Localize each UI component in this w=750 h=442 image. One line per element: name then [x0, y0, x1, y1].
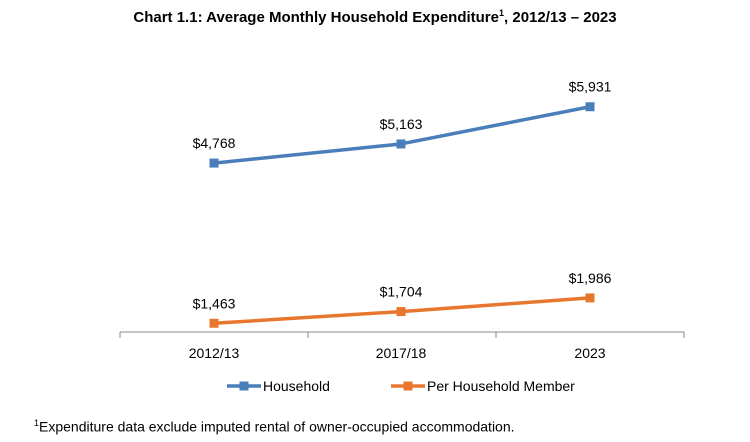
data-label: $1,704: [380, 284, 423, 300]
title-footnote-marker: 1: [499, 8, 505, 18]
footnote: 1Expenditure data exclude imputed rental…: [34, 418, 515, 435]
x-tick-label: 2023: [574, 345, 605, 361]
data-point: [585, 102, 595, 112]
data-label: $1,463: [193, 295, 236, 311]
data-label: $5,163: [380, 116, 423, 132]
data-label: $1,986: [569, 270, 612, 286]
data-point: [209, 158, 219, 168]
chart-title: Chart 1.1: Average Monthly Household Exp…: [133, 8, 617, 26]
data-label: $4,768: [193, 135, 236, 151]
legend-label: Per Household Member: [427, 378, 575, 394]
x-tick-label: 2012/13: [189, 345, 240, 361]
data-point: [585, 293, 595, 303]
legend-label: Household: [263, 378, 330, 394]
data-point: [209, 318, 219, 328]
legend-marker: [239, 381, 249, 391]
data-label: $5,931: [569, 79, 612, 95]
legend-marker: [403, 381, 413, 391]
data-point: [396, 139, 406, 149]
x-tick-label: 2017/18: [376, 345, 427, 361]
data-point: [396, 307, 406, 317]
